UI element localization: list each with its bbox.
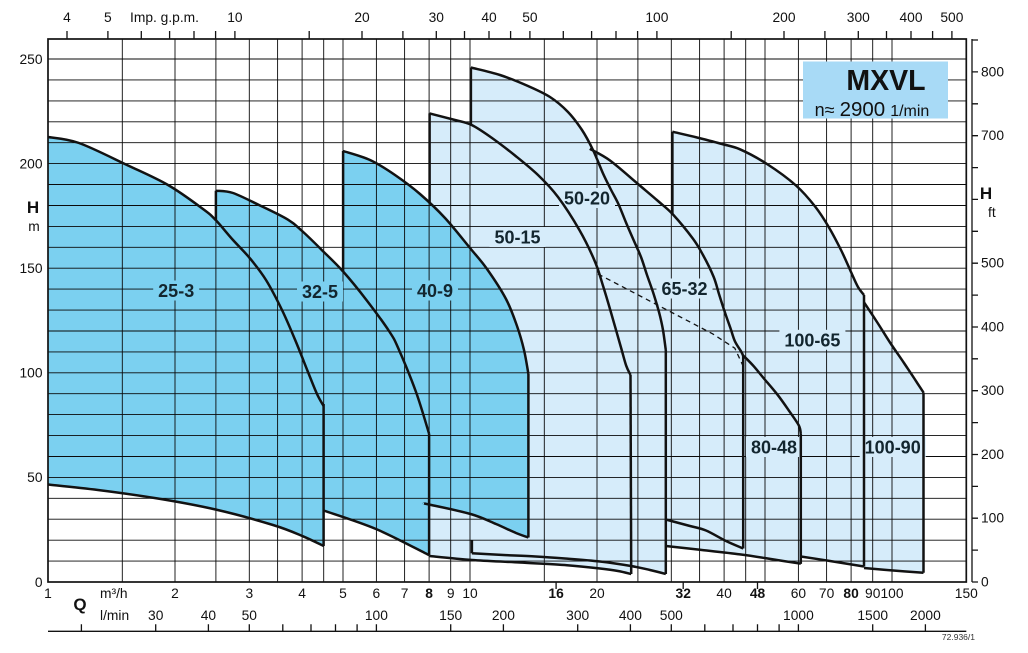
svg-text:0: 0 bbox=[981, 575, 989, 590]
svg-text:300: 300 bbox=[847, 10, 870, 25]
svg-text:500: 500 bbox=[940, 10, 963, 25]
svg-text:50-20: 50-20 bbox=[564, 189, 610, 209]
svg-text:20: 20 bbox=[354, 10, 370, 25]
svg-text:8: 8 bbox=[425, 586, 433, 601]
svg-text:150: 150 bbox=[439, 608, 462, 623]
svg-text:1000: 1000 bbox=[783, 608, 814, 623]
svg-text:2: 2 bbox=[171, 586, 179, 601]
svg-text:Imp. g.p.m.: Imp. g.p.m. bbox=[130, 10, 199, 25]
svg-text:20: 20 bbox=[589, 586, 605, 601]
svg-text:Q: Q bbox=[73, 595, 86, 614]
svg-text:30: 30 bbox=[148, 608, 164, 623]
svg-text:100: 100 bbox=[19, 366, 42, 381]
svg-text:150: 150 bbox=[955, 586, 978, 601]
svg-text:80: 80 bbox=[843, 586, 859, 601]
svg-text:50: 50 bbox=[27, 470, 43, 485]
svg-text:72.936/1: 72.936/1 bbox=[942, 632, 975, 642]
svg-text:ft: ft bbox=[988, 205, 996, 220]
svg-text:48: 48 bbox=[750, 586, 766, 601]
svg-text:100: 100 bbox=[365, 608, 388, 623]
svg-text:700: 700 bbox=[981, 128, 1004, 143]
svg-text:0: 0 bbox=[35, 575, 43, 590]
svg-text:400: 400 bbox=[899, 10, 922, 25]
svg-text:5: 5 bbox=[104, 10, 112, 25]
svg-text:500: 500 bbox=[981, 256, 1004, 271]
svg-text:50: 50 bbox=[242, 608, 258, 623]
svg-text:50-15: 50-15 bbox=[494, 228, 540, 248]
svg-text:10: 10 bbox=[462, 586, 478, 601]
svg-text:6: 6 bbox=[373, 586, 381, 601]
svg-text:H: H bbox=[27, 198, 39, 217]
svg-text:300: 300 bbox=[981, 383, 1004, 398]
svg-text:H: H bbox=[980, 184, 992, 203]
svg-text:100-65: 100-65 bbox=[784, 330, 840, 350]
svg-text:50: 50 bbox=[522, 10, 538, 25]
svg-text:200: 200 bbox=[981, 447, 1004, 462]
svg-text:30: 30 bbox=[429, 10, 445, 25]
svg-text:4: 4 bbox=[298, 586, 306, 601]
svg-text:m³/h: m³/h bbox=[100, 586, 128, 601]
svg-text:300: 300 bbox=[566, 608, 589, 623]
svg-text:250: 250 bbox=[19, 52, 42, 67]
svg-text:l/min: l/min bbox=[100, 608, 129, 623]
svg-text:32-5: 32-5 bbox=[302, 282, 338, 302]
svg-text:100: 100 bbox=[880, 586, 903, 601]
svg-text:MXVL: MXVL bbox=[846, 65, 925, 97]
svg-text:40-9: 40-9 bbox=[417, 281, 453, 301]
svg-text:1: 1 bbox=[44, 586, 52, 601]
svg-text:200: 200 bbox=[19, 156, 42, 171]
svg-text:150: 150 bbox=[19, 261, 42, 276]
svg-text:80-48: 80-48 bbox=[751, 438, 797, 458]
svg-text:65-32: 65-32 bbox=[661, 279, 707, 299]
svg-text:400: 400 bbox=[981, 320, 1004, 335]
svg-text:5: 5 bbox=[339, 586, 347, 601]
svg-text:100-90: 100-90 bbox=[865, 438, 921, 458]
svg-text:16: 16 bbox=[548, 586, 564, 601]
svg-text:60: 60 bbox=[791, 586, 807, 601]
svg-text:3: 3 bbox=[245, 586, 253, 601]
svg-text:400: 400 bbox=[619, 608, 642, 623]
svg-text:n≈ 2900 1/min: n≈ 2900 1/min bbox=[815, 98, 930, 121]
svg-text:m: m bbox=[28, 219, 40, 234]
svg-text:40: 40 bbox=[716, 586, 732, 601]
svg-text:100: 100 bbox=[981, 511, 1004, 526]
svg-text:90: 90 bbox=[865, 586, 881, 601]
svg-text:32: 32 bbox=[676, 586, 692, 601]
svg-text:7: 7 bbox=[401, 586, 409, 601]
svg-text:70: 70 bbox=[819, 586, 835, 601]
svg-text:200: 200 bbox=[492, 608, 515, 623]
svg-text:4: 4 bbox=[63, 10, 71, 25]
svg-text:2000: 2000 bbox=[910, 608, 941, 623]
svg-text:10: 10 bbox=[227, 10, 243, 25]
svg-text:9: 9 bbox=[447, 586, 455, 601]
svg-text:25-3: 25-3 bbox=[158, 281, 194, 301]
svg-text:500: 500 bbox=[660, 608, 683, 623]
svg-text:40: 40 bbox=[201, 608, 217, 623]
svg-text:800: 800 bbox=[981, 64, 1004, 79]
svg-text:40: 40 bbox=[481, 10, 497, 25]
svg-text:1500: 1500 bbox=[857, 608, 888, 623]
svg-text:200: 200 bbox=[772, 10, 795, 25]
svg-text:100: 100 bbox=[645, 10, 668, 25]
